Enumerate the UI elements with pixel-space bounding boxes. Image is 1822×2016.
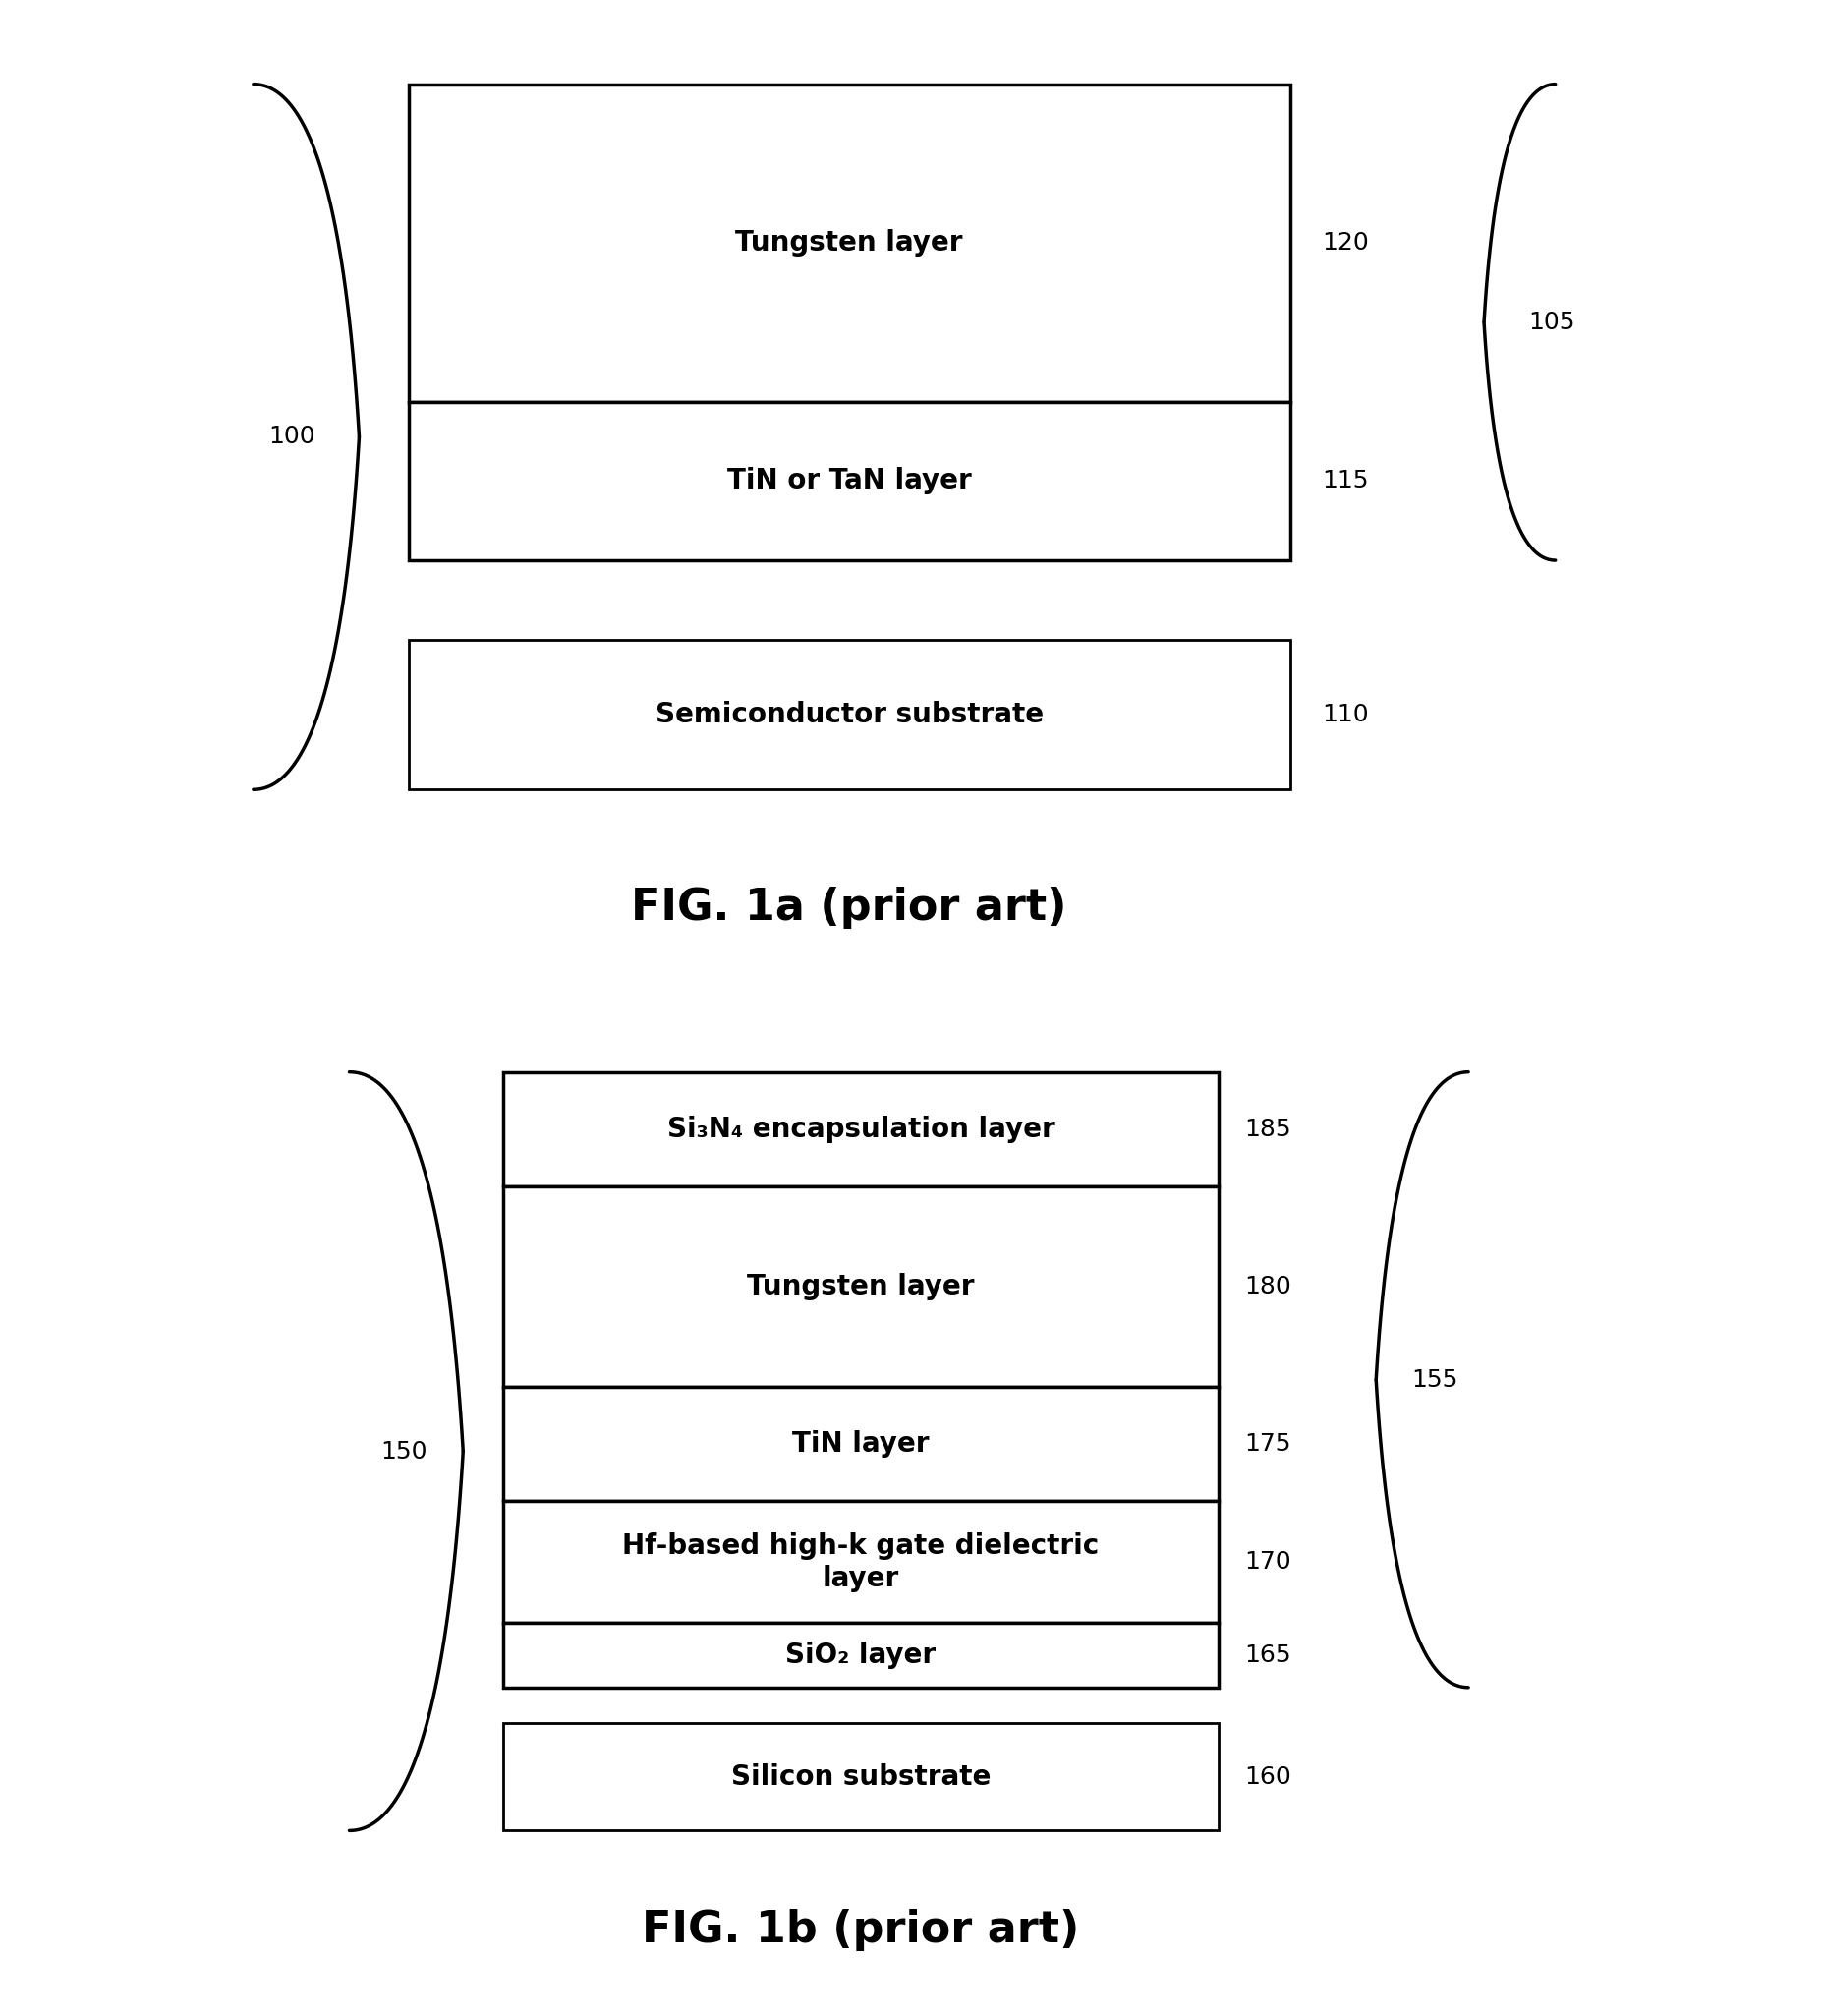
Text: 120: 120 <box>1321 232 1368 254</box>
Text: 155: 155 <box>1412 1369 1458 1391</box>
Text: Semiconductor substrate: Semiconductor substrate <box>656 702 1044 728</box>
FancyBboxPatch shape <box>503 1187 1219 1387</box>
Text: 165: 165 <box>1244 1643 1292 1667</box>
Text: 175: 175 <box>1244 1433 1292 1456</box>
Text: 160: 160 <box>1244 1766 1292 1788</box>
Text: Silicon substrate: Silicon substrate <box>731 1764 991 1790</box>
Text: 105: 105 <box>1529 310 1574 335</box>
Text: FIG. 1a (prior art): FIG. 1a (prior art) <box>632 887 1068 929</box>
Text: Tungsten layer: Tungsten layer <box>736 230 964 256</box>
Text: 180: 180 <box>1244 1274 1292 1298</box>
Text: TiN layer: TiN layer <box>793 1431 929 1458</box>
Text: TiN or TaN layer: TiN or TaN layer <box>727 468 971 494</box>
FancyBboxPatch shape <box>503 1387 1219 1502</box>
Text: 110: 110 <box>1321 704 1368 726</box>
Text: 170: 170 <box>1244 1550 1292 1574</box>
Text: SiO₂ layer: SiO₂ layer <box>785 1641 937 1669</box>
FancyBboxPatch shape <box>503 1724 1219 1831</box>
Text: Hf-based high-k gate dielectric
layer: Hf-based high-k gate dielectric layer <box>623 1532 1099 1593</box>
FancyBboxPatch shape <box>503 1502 1219 1623</box>
Text: 185: 185 <box>1244 1117 1292 1141</box>
FancyBboxPatch shape <box>503 1073 1219 1187</box>
Text: 115: 115 <box>1321 470 1368 492</box>
Text: Si₃N₄ encapsulation layer: Si₃N₄ encapsulation layer <box>667 1115 1055 1143</box>
Text: Tungsten layer: Tungsten layer <box>747 1272 975 1300</box>
FancyBboxPatch shape <box>503 1623 1219 1687</box>
Text: 100: 100 <box>268 425 315 450</box>
FancyBboxPatch shape <box>408 401 1290 560</box>
Text: FIG. 1b (prior art): FIG. 1b (prior art) <box>641 1909 1080 1951</box>
FancyBboxPatch shape <box>408 639 1290 790</box>
FancyBboxPatch shape <box>408 85 1290 401</box>
Text: 150: 150 <box>381 1439 428 1464</box>
